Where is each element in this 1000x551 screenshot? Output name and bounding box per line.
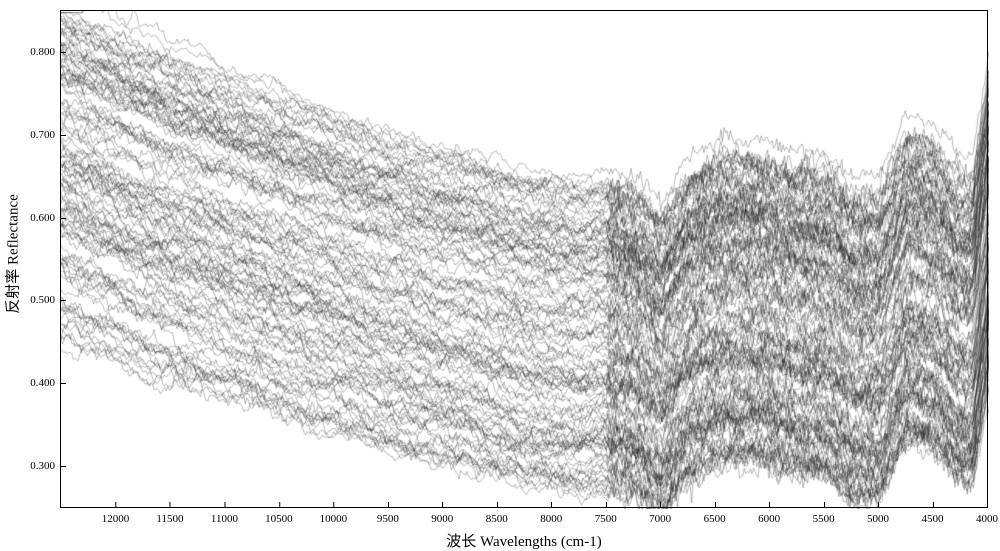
x-tick-label: 11000 xyxy=(211,507,238,525)
y-tick-label: 0.700 xyxy=(30,129,61,141)
x-tick-label: 4500 xyxy=(922,507,944,525)
x-tick-label: 4000 xyxy=(976,507,998,525)
y-tick-label: 0.500 xyxy=(30,294,61,306)
x-tick-label: 7500 xyxy=(595,507,617,525)
x-tick-label: 9000 xyxy=(431,507,453,525)
x-tick-label: 5500 xyxy=(813,507,835,525)
spectra-canvas xyxy=(61,11,989,509)
y-tick-label: 0.800 xyxy=(30,46,61,58)
x-tick-label: 12000 xyxy=(102,507,130,525)
x-axis-label: 波长 Wavelengths (cm-1) xyxy=(446,530,601,551)
y-tick-label: 0.600 xyxy=(30,212,61,224)
x-tick-label: 8500 xyxy=(486,507,508,525)
y-tick-label: 0.400 xyxy=(30,377,61,389)
x-tick-label: 5000 xyxy=(867,507,889,525)
x-tick-label: 9500 xyxy=(377,507,399,525)
x-tick-label: 7000 xyxy=(649,507,671,525)
plot-area: 0.300 0.400 0.500 0.600 0.700 0.800 1200… xyxy=(60,10,988,508)
x-tick-label: 8000 xyxy=(540,507,562,525)
x-tick-label: 11500 xyxy=(156,507,183,525)
y-tick-label: 0.300 xyxy=(30,460,61,472)
x-tick-label: 10500 xyxy=(265,507,293,525)
x-tick-label: 6500 xyxy=(704,507,726,525)
x-tick-label: 10000 xyxy=(320,507,348,525)
x-tick-label: 6000 xyxy=(758,507,780,525)
y-axis-label: 反射率 Reflectance xyxy=(2,194,23,314)
